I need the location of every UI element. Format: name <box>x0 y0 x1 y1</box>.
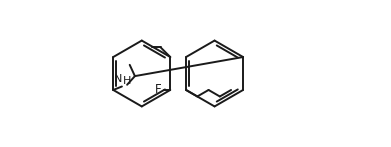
Text: N: N <box>113 74 122 84</box>
Text: H: H <box>123 76 131 86</box>
Text: F: F <box>155 83 161 96</box>
